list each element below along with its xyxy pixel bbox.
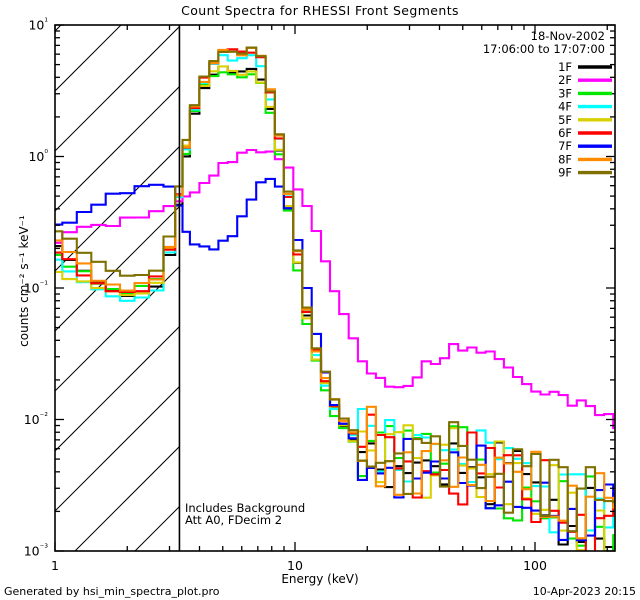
annotation-line-1: Includes Background xyxy=(185,501,305,515)
legend-label-5F: 5F xyxy=(558,113,572,127)
legend-label-7F: 7F xyxy=(558,139,572,153)
legend-interval: 17:06:00 to 17:07:00 xyxy=(483,42,605,56)
footer-generated-by: Generated by hsi_min_spectra_plot.pro xyxy=(4,585,220,598)
series-line-9F xyxy=(55,46,615,533)
series-line-6F xyxy=(55,48,615,551)
series-group xyxy=(55,46,615,551)
axis-ticks: 1 10 100 10¹ 10⁰ 10⁻¹ 10⁻² 10⁻³ xyxy=(24,18,615,573)
series-line-2F xyxy=(55,148,615,430)
legend-label-3F: 3F xyxy=(558,86,572,100)
x-axis-label: Energy (keV) xyxy=(281,572,359,586)
legend-label-6F: 6F xyxy=(558,126,572,140)
x-tick-label: 1 xyxy=(51,558,59,573)
annotation-line-2: Att A0, FDecim 2 xyxy=(185,513,282,527)
legend-label-2F: 2F xyxy=(558,73,572,87)
y-axis-label: counts cm⁻² s⁻¹ keV⁻¹ xyxy=(17,215,31,347)
y-tick-label: 10⁻² xyxy=(24,412,49,427)
footer-timestamp: 10-Apr-2023 20:15 xyxy=(532,585,636,598)
y-tick-label: 10⁻¹ xyxy=(24,281,49,296)
x-tick-label: 10 xyxy=(287,558,303,573)
y-tick-label: 10⁻³ xyxy=(24,544,49,559)
legend-label-8F: 8F xyxy=(558,152,572,166)
y-tick-label: 10¹ xyxy=(28,18,48,33)
legend-date: 18-Nov-2002 xyxy=(531,29,605,43)
legend-label-4F: 4F xyxy=(558,100,572,114)
chart-title: Count Spectra for RHESSI Front Segments xyxy=(181,3,459,18)
legend-label-9F: 9F xyxy=(558,166,572,180)
legend-label-1F: 1F xyxy=(558,60,572,74)
x-tick-label: 100 xyxy=(523,558,547,573)
y-tick-label: 10⁰ xyxy=(28,149,48,164)
